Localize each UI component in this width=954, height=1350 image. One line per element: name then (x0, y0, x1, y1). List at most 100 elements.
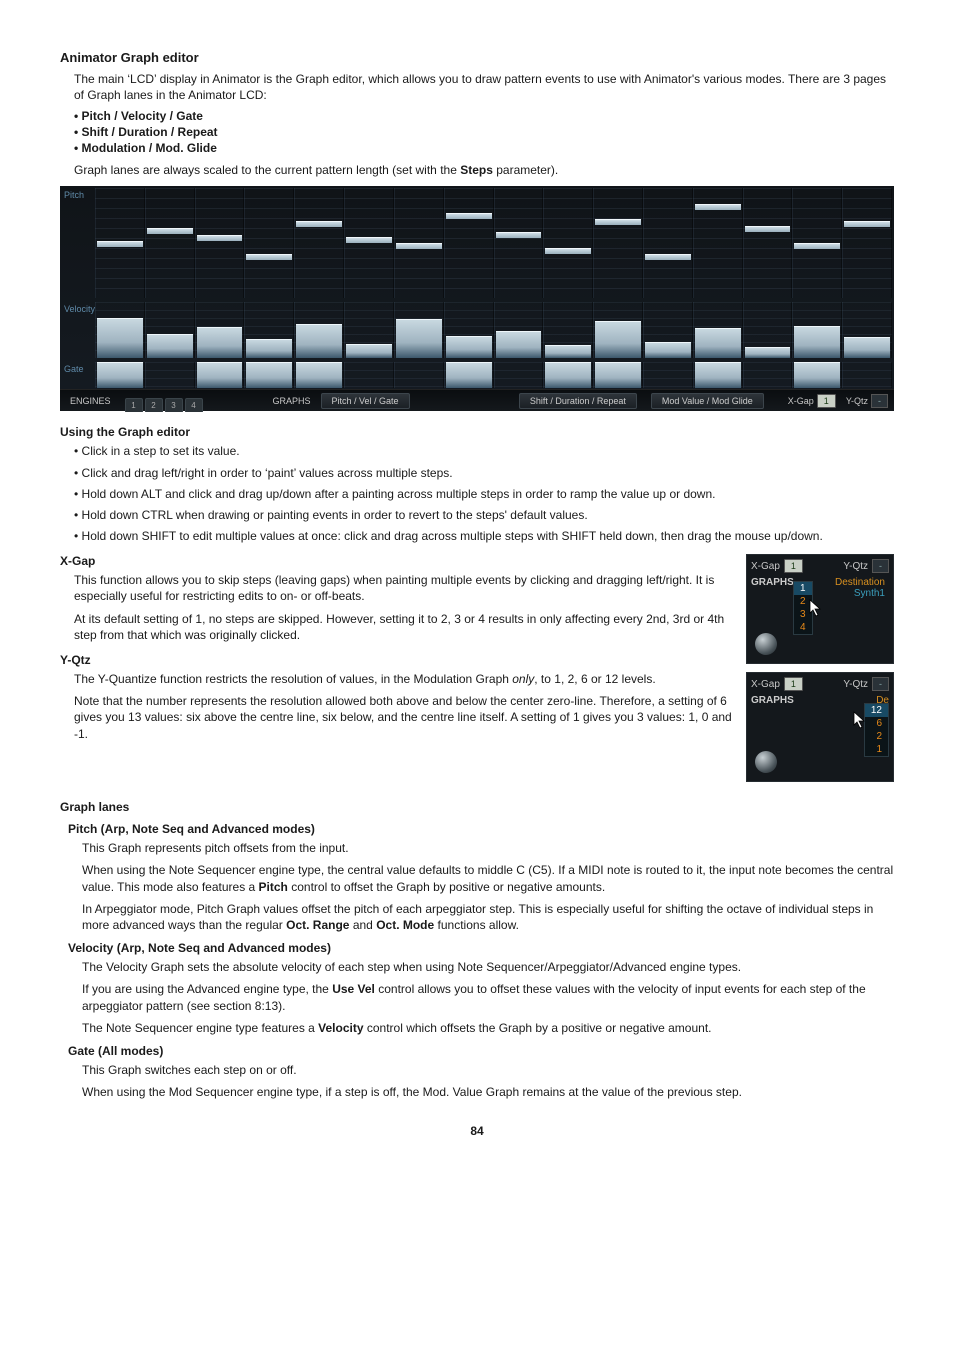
yqtz-dropdown[interactable]: 12 6 2 1 (864, 703, 889, 757)
graph-step[interactable] (444, 362, 494, 388)
pitch-desc-2: When using the Note Sequencer engine typ… (82, 862, 894, 894)
pitch-lane[interactable]: Pitch (60, 188, 894, 298)
graph-editor-screenshot: Pitch Velocity Gate ENGINES 1 2 3 4 GRAP… (60, 186, 894, 411)
graph-step[interactable] (792, 188, 842, 298)
using-list: Click in a step to set its value. Click … (74, 443, 894, 544)
text: parameter). (493, 163, 558, 177)
xgap-value[interactable]: 1 (817, 394, 836, 408)
xgap-value[interactable]: 1 (784, 559, 803, 573)
graph-step[interactable] (195, 302, 245, 358)
graph-step[interactable] (643, 362, 693, 388)
graphs-page-button[interactable]: Pitch / Vel / Gate (321, 393, 410, 409)
velocity-desc-2: If you are using the Advanced engine typ… (82, 981, 894, 1013)
dropdown-item[interactable]: 12 (865, 704, 888, 717)
text: If you are using the Advanced engine typ… (82, 982, 332, 996)
knob-icon[interactable] (755, 633, 777, 655)
gate-desc-1: This Graph switches each step on or off. (82, 1062, 894, 1078)
graph-step[interactable] (145, 302, 195, 358)
dropdown-item[interactable]: 2 (865, 730, 888, 743)
graph-step[interactable] (494, 362, 544, 388)
velocity-control: Velocity (318, 1021, 363, 1035)
velocity-lane[interactable]: Velocity (60, 302, 894, 358)
graph-step[interactable] (593, 362, 643, 388)
dropdown-item[interactable]: 4 (794, 621, 812, 634)
using-item: Click and drag left/right in order to ‘p… (74, 465, 894, 481)
engine-tabs[interactable]: 1 2 3 4 (125, 390, 203, 412)
graph-step[interactable] (693, 188, 743, 298)
graph-step[interactable] (95, 302, 145, 358)
graph-step[interactable] (244, 188, 294, 298)
destination-value[interactable]: Synth1 (835, 588, 889, 599)
graph-step[interactable] (95, 188, 145, 298)
gate-lane[interactable]: Gate (60, 362, 894, 388)
graph-step[interactable] (743, 302, 793, 358)
text-italic: only (512, 672, 534, 686)
graph-step[interactable] (344, 302, 394, 358)
graph-step[interactable] (842, 188, 892, 298)
graph-step[interactable] (394, 362, 444, 388)
intro-text: The main ‘LCD’ display in Animator is th… (74, 71, 894, 103)
graph-step[interactable] (95, 362, 145, 388)
engine-tab[interactable]: 3 (165, 398, 183, 412)
engine-tab[interactable]: 1 (125, 398, 143, 412)
graph-step[interactable] (394, 302, 444, 358)
scaled-note: Graph lanes are always scaled to the cur… (74, 162, 894, 178)
page-item: Shift / Duration / Repeat (74, 125, 894, 141)
text: , to 1, 2, 6 or 12 levels. (534, 672, 655, 686)
graph-step[interactable] (693, 302, 743, 358)
graph-step[interactable] (394, 188, 444, 298)
yqtz-value[interactable]: - (872, 677, 889, 691)
graph-footer-bar: ENGINES 1 2 3 4 GRAPHS Pitch / Vel / Gat… (60, 389, 894, 411)
yqtz-value[interactable]: - (871, 394, 888, 408)
graph-step[interactable] (344, 362, 394, 388)
yqtz-menu-example: X-Gap 1 Y-Qtz - GRAPHS De Sy 12 6 2 1 (746, 672, 894, 782)
knob-icon[interactable] (755, 751, 777, 773)
heading-velocity-lane: Velocity (Arp, Note Seq and Advanced mod… (68, 941, 894, 955)
graph-step[interactable] (244, 362, 294, 388)
text: functions allow. (434, 918, 519, 932)
graph-step[interactable] (145, 188, 195, 298)
graph-step[interactable] (842, 302, 892, 358)
graph-step[interactable] (195, 188, 245, 298)
yqtz-label: Y-Qtz (843, 679, 868, 690)
graph-step[interactable] (643, 302, 693, 358)
graph-step[interactable] (494, 188, 544, 298)
pages-list: Pitch / Velocity / Gate Shift / Duration… (74, 109, 894, 156)
text: control to offset the Graph by positive … (288, 880, 605, 894)
graph-step[interactable] (543, 362, 593, 388)
dropdown-item[interactable]: 1 (865, 743, 888, 756)
graph-step[interactable] (494, 302, 544, 358)
graph-step[interactable] (294, 362, 344, 388)
graph-step[interactable] (643, 188, 693, 298)
text: Graph lanes are always scaled to the cur… (74, 163, 460, 177)
engine-tab[interactable]: 2 (145, 398, 163, 412)
graph-step[interactable] (743, 188, 793, 298)
dropdown-item[interactable]: 1 (794, 582, 812, 595)
graph-step[interactable] (543, 302, 593, 358)
gate-lane-label: Gate (64, 364, 84, 374)
graph-step[interactable] (344, 188, 394, 298)
dropdown-item[interactable]: 6 (865, 717, 888, 730)
xgap-value[interactable]: 1 (784, 677, 803, 691)
yqtz-value[interactable]: - (872, 559, 889, 573)
graphs-label: GRAPHS (751, 695, 794, 717)
graph-step[interactable] (693, 362, 743, 388)
graph-step[interactable] (792, 302, 842, 358)
graph-step[interactable] (244, 302, 294, 358)
graphs-label: GRAPHS (751, 577, 794, 599)
graph-step[interactable] (444, 302, 494, 358)
graph-step[interactable] (195, 362, 245, 388)
engine-tab[interactable]: 4 (185, 398, 203, 412)
graph-step[interactable] (294, 302, 344, 358)
graphs-page-button[interactable]: Shift / Duration / Repeat (519, 393, 637, 409)
graph-step[interactable] (792, 362, 842, 388)
graph-step[interactable] (842, 362, 892, 388)
graph-step[interactable] (593, 188, 643, 298)
graph-step[interactable] (593, 302, 643, 358)
graphs-page-button[interactable]: Mod Value / Mod Glide (651, 393, 764, 409)
graph-step[interactable] (743, 362, 793, 388)
graph-step[interactable] (444, 188, 494, 298)
graph-step[interactable] (294, 188, 344, 298)
graph-step[interactable] (543, 188, 593, 298)
graph-step[interactable] (145, 362, 195, 388)
